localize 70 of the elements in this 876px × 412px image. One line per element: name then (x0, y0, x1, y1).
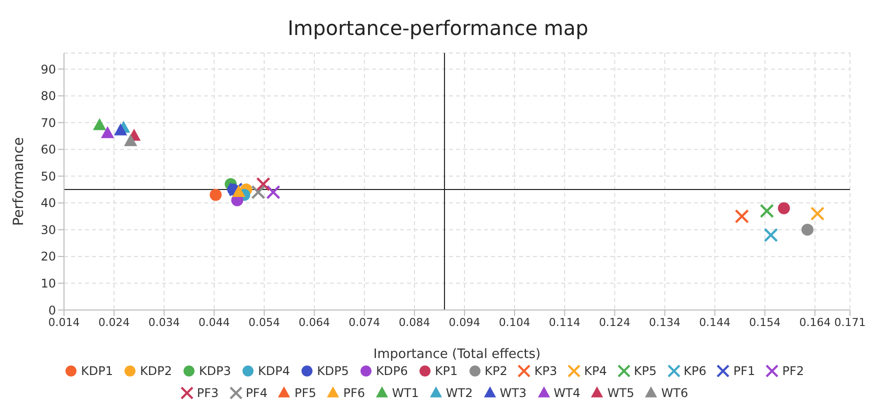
legend-label: WT3 (498, 386, 527, 400)
point (232, 185, 246, 198)
point (760, 204, 774, 218)
point (210, 188, 222, 201)
point (100, 126, 114, 138)
x-tick-label: 0.154 (749, 316, 781, 329)
legend-label: PF4 (244, 386, 268, 400)
legend-label: KDP1 (80, 364, 113, 378)
y-tick-label: 90 (40, 62, 56, 76)
legend-label: KDP4 (256, 364, 290, 378)
legend-label: WT2 (444, 386, 473, 400)
legend-label: WT5 (606, 386, 634, 400)
x-tick-label: 0.044 (198, 316, 230, 329)
y-tick-label: 30 (40, 222, 56, 237)
point (92, 118, 106, 130)
y-tick-label: 50 (40, 169, 56, 184)
legend-label: KP6 (682, 364, 706, 378)
legend-label: KP4 (583, 364, 607, 378)
legend-label: KDP6 (374, 364, 408, 378)
x-tick-label: 0.134 (649, 316, 681, 329)
x-tick-label: 0.114 (548, 316, 580, 329)
y-axis-title: Performance (10, 137, 27, 226)
legend-label: KDP5 (316, 364, 349, 378)
x-tick-label: 0.164 (799, 316, 831, 329)
point (764, 228, 778, 242)
legend-label: WT1 (391, 386, 419, 400)
point (810, 206, 825, 221)
point (228, 182, 243, 197)
x-tick-label: 0.124 (598, 316, 630, 329)
point (114, 123, 128, 136)
point (734, 209, 749, 224)
point (256, 177, 270, 192)
point (266, 185, 280, 200)
chart-title: Importance-performance map (286, 15, 590, 42)
x-tick-label: 0.171 (834, 316, 866, 329)
x-tick-label: 0.034 (148, 316, 180, 329)
x-tick-label: 0.144 (699, 316, 731, 329)
x-tick-label: 0.054 (248, 316, 280, 329)
x-tick-label: 0.074 (348, 316, 380, 329)
x-tick-label: 0.064 (298, 316, 330, 329)
legend-label: KP3 (533, 364, 558, 378)
y-tick-label: 10 (40, 276, 56, 290)
legend-label: WT4 (552, 386, 580, 400)
legend-label: KP5 (632, 364, 657, 378)
legend-label: KP1 (434, 364, 458, 378)
point (778, 202, 790, 214)
x-tick-label: 0.094 (448, 316, 480, 329)
legend-label: PF2 (781, 364, 804, 378)
point (801, 224, 814, 236)
legend-label: PF5 (293, 386, 316, 400)
legend-label: PF1 (732, 364, 756, 378)
x-tick-label: 0.014 (48, 316, 80, 329)
y-tick-label: 0 (48, 303, 56, 318)
point (124, 134, 138, 146)
y-tick-label: 40 (40, 196, 56, 210)
x-tick-label: 0.024 (98, 316, 130, 329)
y-tick-label: 80 (40, 89, 56, 104)
point (251, 185, 266, 200)
x-axis-title: Importance (Total effects) (373, 347, 541, 362)
legend-label: PF3 (196, 386, 219, 400)
y-tick-label: 60 (40, 142, 56, 157)
y-tick-label: 70 (40, 116, 56, 130)
legend-label: PF6 (342, 386, 366, 400)
x-tick-label: 0.084 (398, 316, 430, 329)
y-tick-label: 20 (40, 250, 56, 264)
legend-label: WT6 (660, 386, 688, 400)
legend-label: KDP3 (198, 364, 231, 378)
legend-label: KDP2 (139, 364, 172, 378)
legend-label: KP2 (484, 364, 508, 378)
x-tick-label: 0.104 (498, 316, 530, 329)
